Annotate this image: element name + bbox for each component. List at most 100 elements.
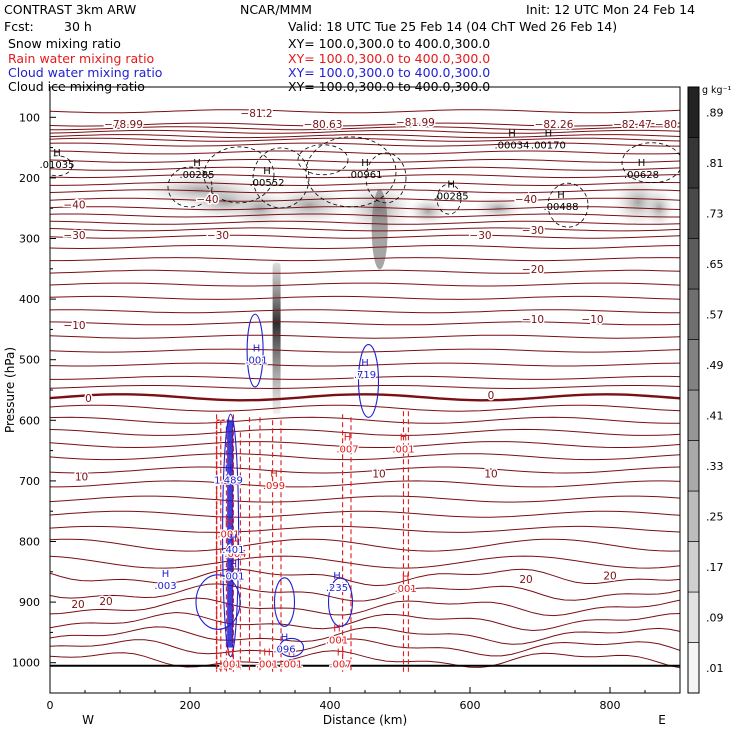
snow-contour: [167, 166, 213, 208]
fcst-value: 30 h: [64, 19, 92, 34]
snow-max-value: .00552: [250, 178, 285, 189]
colorbar-frame: [687, 86, 700, 694]
temp-contour-label: −40: [62, 198, 87, 213]
colorbar-level: .41: [706, 409, 724, 422]
snow-max-value: .00034: [495, 140, 530, 151]
temp-label-text: −40: [515, 194, 537, 206]
field-xy-cloud-water: XY= 100.0,300.0 to 400.0,300.0: [288, 65, 491, 80]
rain-max-marker: H: [337, 648, 345, 659]
temperature-line: [50, 245, 680, 250]
colorbar-segment: [687, 339, 700, 391]
colorbar-segment: [687, 187, 700, 239]
temperature-line: [50, 385, 680, 390]
cloud-max-marker: H: [253, 344, 261, 355]
cloud-max-value: .003: [154, 581, 176, 592]
contour-labels: −78.99 −81.2 −80.63 −81.99 −82.26 −82.47 −80 −4…: [40, 107, 679, 672]
temp-contour-label: −30: [62, 228, 87, 243]
temperature-line: [50, 295, 680, 300]
temp-contour-label: −10: [62, 319, 87, 334]
temperature-line: [50, 257, 680, 262]
colorbar-level: .01: [706, 662, 724, 675]
temperature-line: [50, 597, 680, 617]
cloud-water-core: [227, 420, 234, 648]
temperature-line: [50, 626, 680, 645]
temp-label-text: −30: [63, 230, 85, 242]
temp-label-text: 10: [484, 469, 497, 481]
cloud-max-value: .235: [326, 583, 348, 594]
rain-max-marker: H: [333, 623, 341, 634]
temp-label-text: −80: [655, 119, 677, 131]
ice-column: [272, 262, 281, 415]
cloud-max-value: .001: [245, 356, 267, 367]
colorbar-segment: [687, 591, 700, 643]
x-tick-label: 0: [47, 699, 54, 712]
temp-label-text: −30: [207, 230, 229, 242]
temp-label-text: −40: [196, 194, 218, 206]
y-tick-label: 300: [19, 233, 40, 246]
snow-max-value: .01035: [40, 160, 75, 171]
temp-label-text: 20: [519, 574, 532, 586]
colorbar-level: .65: [706, 258, 724, 271]
ice-column: [371, 189, 388, 270]
y-tick-label: 600: [19, 414, 40, 427]
rain-max-marker: H: [227, 648, 235, 659]
snow-max-marker: H: [545, 128, 553, 139]
temperature-line: [50, 348, 680, 353]
y-tick-label: 700: [19, 475, 40, 488]
temperature-line: [50, 525, 680, 533]
fcst-label: Fcst:: [4, 19, 34, 34]
colorbar-level: .57: [706, 308, 724, 321]
snow-contour: [305, 136, 397, 208]
temp-contour-label: 0: [486, 388, 496, 403]
temperature-line: [50, 650, 680, 669]
temperature-line: [50, 197, 680, 202]
temperature-line: [50, 495, 680, 503]
temp-contour-label: 10: [371, 467, 387, 482]
y-tick-label: 800: [19, 536, 40, 549]
colorbar-segment: [687, 137, 700, 189]
axes: 0 200 400 600 800100200300400500600700800900…: [12, 111, 681, 712]
colorbar-segment: [687, 86, 700, 138]
temperature-line: [50, 134, 680, 139]
temp-contour-label: −82.47: [611, 117, 653, 132]
colorbar-level: .33: [706, 460, 724, 473]
snow-max-marker: H: [447, 179, 455, 190]
temp-label-text: 0: [85, 393, 92, 405]
colorbar-segment: [687, 288, 700, 340]
temperature-line: [50, 109, 680, 114]
cloud-water-contour: [273, 577, 296, 627]
temp-contour-label: −20: [520, 262, 545, 277]
colorbar-segment: [687, 490, 700, 542]
temp-label-text: −81.99: [396, 117, 435, 129]
temp-label-text: −80.63: [304, 119, 343, 131]
temp-label-text: 0: [488, 390, 495, 402]
snow-max-value: .00961: [348, 170, 383, 181]
temp-contour-label: 20: [98, 594, 114, 609]
snow-contour: [365, 152, 407, 204]
temp-label-text: 10: [372, 469, 385, 481]
x-tick-label: 200: [180, 699, 201, 712]
colorbar-level: .81: [706, 157, 724, 170]
temperature-line: [50, 611, 680, 632]
temperature-line: [50, 122, 680, 127]
snow-max-value: .00285: [180, 170, 215, 181]
temp-label-text: 20: [71, 599, 84, 611]
colorbar-level: .49: [706, 359, 724, 372]
temp-label-text: −30: [469, 230, 491, 242]
temp-contour-label: −78.99: [103, 117, 145, 132]
temperature-line: [50, 189, 680, 194]
cloud-max-marker: H: [230, 533, 238, 544]
rain-max-value: .007: [336, 445, 358, 456]
rain-max-marker: H: [232, 537, 240, 548]
temp-contour-label: −10: [520, 313, 545, 328]
temp-contour-label: −81.99: [394, 116, 436, 131]
rain-max-value: .001: [394, 584, 416, 595]
snow-ice-contours: [50, 136, 680, 228]
rain-max-value: .007: [329, 660, 351, 671]
init-time: Init: 12 UTC Mon 24 Feb 14: [526, 2, 696, 17]
temperature-line: [50, 510, 680, 518]
temp-label-text: 10: [75, 472, 88, 484]
snow-max-marker: H: [361, 158, 369, 169]
cloud-water-contour: [195, 574, 241, 630]
freezing-level-line: [50, 393, 680, 402]
